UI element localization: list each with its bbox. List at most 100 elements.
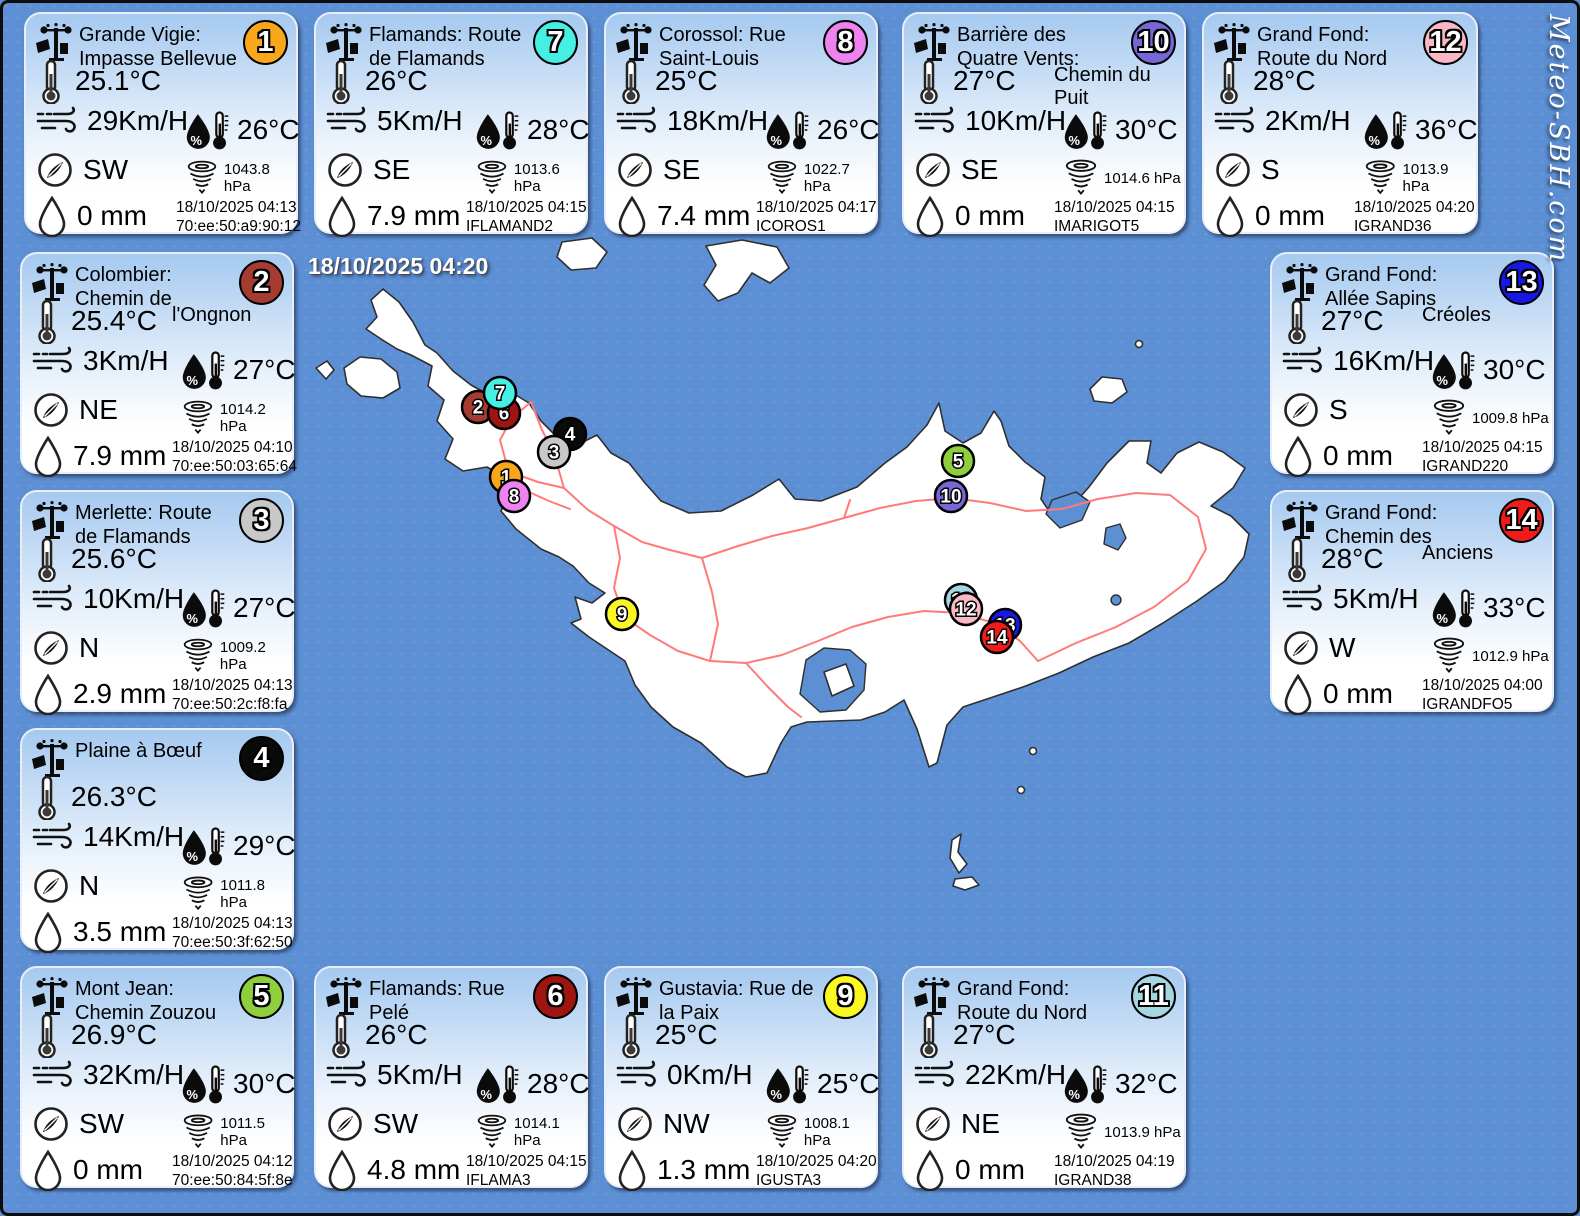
station-card[interactable]: Grand Fond: Chemin des Anciens 14 28°C 5… bbox=[1270, 490, 1554, 715]
weather-station-icon bbox=[1214, 23, 1250, 61]
wind-direction-value: SE bbox=[373, 154, 411, 185]
humidity-thermometer-icon: % bbox=[1064, 1065, 1107, 1104]
rain-drop-icon bbox=[38, 195, 66, 237]
svg-text:%: % bbox=[1068, 1087, 1080, 1102]
wind-direction-value: N bbox=[79, 632, 100, 663]
station-datetime: 18/10/2025 04:20 bbox=[756, 1153, 877, 1170]
station-card[interactable]: Merlette: Route de Flamands 3 25.6°C 10K… bbox=[20, 490, 296, 715]
wind-row: 16Km/H bbox=[1282, 345, 1434, 377]
thermometer-icon bbox=[332, 59, 350, 104]
station-card[interactable]: Plaine à Bœuf 4 26.3°C 14Km/H bbox=[20, 728, 296, 953]
temperature-row: 26.9°C bbox=[32, 1012, 157, 1058]
map-marker-14[interactable]: 14 bbox=[979, 619, 1015, 655]
rain-row: 0 mm bbox=[1282, 435, 1393, 477]
rain-drop-icon bbox=[34, 435, 62, 477]
station-card[interactable]: Colombier: Chemin de l'Ongnon 2 25.4°C 3… bbox=[20, 252, 297, 477]
map-marker-7[interactable]: 7 bbox=[482, 375, 518, 411]
pressure-vortex-icon bbox=[477, 1114, 507, 1148]
station-card[interactable]: Mont Jean: Chemin Zouzou 5 26.9°C 32Km/H bbox=[20, 966, 296, 1191]
station-title: Grande Vigie: Impasse Bellevue bbox=[79, 24, 237, 70]
station-title: Grand Fond: Allée Sapins bbox=[1325, 264, 1438, 310]
map-marker-9[interactable]: 9 bbox=[604, 596, 640, 632]
weather-station-icon bbox=[36, 23, 72, 61]
temperature-row: 25°C bbox=[616, 58, 718, 104]
wind-direction-value: W bbox=[1329, 632, 1356, 663]
station-datetime: 18/10/2025 04:17 bbox=[756, 199, 877, 216]
wind-icon bbox=[326, 1060, 366, 1087]
humidex-row: % 29°C bbox=[180, 823, 296, 869]
wind-row: 14Km/H bbox=[32, 821, 184, 853]
marker-circle bbox=[940, 443, 976, 479]
station-card[interactable]: Flamands: Rue Pelé 6 26°C 5Km/H bbox=[314, 966, 590, 1191]
pressure-row: 1011.8 hPa bbox=[182, 874, 292, 914]
humidex-value: 28°C bbox=[527, 1068, 590, 1099]
station-id: IFLAMA3 bbox=[466, 1172, 531, 1189]
wind-direction-row: NE bbox=[914, 1105, 1000, 1143]
temperature-value: 28°C bbox=[1253, 65, 1316, 96]
station-card[interactable]: Grand Fond: Route du Nord 12 28°C 2Km/H bbox=[1202, 12, 1478, 237]
station-number-badge: 5 bbox=[239, 974, 284, 1019]
pond bbox=[1110, 594, 1122, 606]
temperature-value: 27°C bbox=[953, 1019, 1016, 1050]
lagoon-islet bbox=[823, 663, 855, 697]
rain-drop-icon bbox=[1216, 195, 1244, 237]
pressure-value: 1008.1 hPa bbox=[803, 1115, 850, 1149]
station-card[interactable]: Grand Fond: Route du Nord 11 27°C 22Km/H bbox=[902, 966, 1186, 1191]
station-title: Flamands: Rue Pelé bbox=[369, 978, 505, 1024]
map-marker-5[interactable]: 5 bbox=[940, 443, 976, 479]
station-title-extra: Chemin du Puit bbox=[1054, 64, 1151, 109]
wind-icon bbox=[32, 1060, 72, 1087]
svg-text:%: % bbox=[186, 611, 198, 626]
rain-drop-icon bbox=[328, 1149, 356, 1191]
rain-row: 4.8 mm bbox=[326, 1149, 460, 1191]
pressure-row: 1008.1 hPa bbox=[766, 1112, 876, 1152]
humidity-thermometer-icon: % bbox=[182, 351, 225, 390]
station-card[interactable]: Grand Fond: Allée Sapins Créoles 13 27°C… bbox=[1270, 252, 1554, 477]
station-meta: 18/10/2025 04:15 IFLAMAND2 bbox=[466, 198, 587, 236]
pressure-row: 1012.9 hPa bbox=[1432, 636, 1549, 676]
site-watermark: Meteo-SBH.com bbox=[1543, 14, 1574, 264]
temperature-value: 26.9°C bbox=[71, 1019, 157, 1050]
station-title-extra: Anciens bbox=[1422, 542, 1494, 564]
station-datetime: 18/10/2025 04:15 bbox=[466, 199, 587, 216]
pressure-row: 1014.6 hPa bbox=[1064, 158, 1181, 198]
station-id: 70:ee:50:a9:90:12 bbox=[176, 218, 301, 235]
map-marker-8[interactable]: 8 bbox=[496, 478, 532, 514]
rain-drop-icon bbox=[34, 1149, 62, 1191]
weather-station-icon bbox=[32, 977, 68, 1015]
compass-icon bbox=[1284, 393, 1318, 427]
wind-speed-value: 3Km/H bbox=[83, 345, 169, 376]
station-number-badge: 8 bbox=[823, 20, 868, 65]
svg-text:%: % bbox=[186, 849, 198, 864]
humidex-row: % 30°C bbox=[180, 1061, 296, 1107]
temperature-value: 27°C bbox=[953, 65, 1016, 96]
station-card[interactable]: Gustavia: Rue de la Paix 9 25°C 0Km/H bbox=[604, 966, 880, 1191]
temperature-row: 26.3°C bbox=[32, 774, 157, 820]
wind-row: 5Km/H bbox=[326, 1059, 463, 1091]
wind-direction-row: S bbox=[1282, 391, 1348, 429]
rain-row: 0 mm bbox=[914, 1149, 1025, 1191]
map-marker-10[interactable]: 10 bbox=[933, 478, 969, 514]
lagoon bbox=[1045, 491, 1091, 529]
map-datetime: 18/10/2025 04:20 bbox=[308, 253, 489, 279]
map-marker-12[interactable]: 12 bbox=[948, 591, 984, 627]
station-card[interactable]: Grande Vigie: Impasse Bellevue 1 25.1°C … bbox=[24, 12, 301, 237]
wind-row: 18Km/H bbox=[616, 105, 768, 137]
wind-icon bbox=[36, 106, 76, 133]
station-meta: 18/10/2025 04:15 IMARIGOT5 bbox=[1054, 198, 1175, 236]
islet bbox=[343, 356, 401, 399]
station-card[interactable]: Corossol: Rue Saint-Louis 8 25°C 18Km/H bbox=[604, 12, 880, 237]
station-id: IGRAND36 bbox=[1354, 218, 1432, 235]
rain-drop-icon bbox=[618, 1149, 646, 1191]
wind-direction-row: SE bbox=[914, 151, 998, 189]
islet bbox=[556, 237, 608, 271]
marker-circle bbox=[948, 591, 984, 627]
wind-direction-value: NE bbox=[961, 1108, 1000, 1139]
pressure-row: 1022.7 hPa bbox=[766, 158, 876, 198]
station-card[interactable]: Barrière des Quatre Vents: Chemin du Pui… bbox=[902, 12, 1186, 237]
islet bbox=[1028, 746, 1038, 756]
pressure-value: 1011.8 hPa bbox=[220, 877, 266, 911]
map-marker-3[interactable]: 3 bbox=[536, 434, 572, 470]
station-card[interactable]: Flamands: Route de Flamands 7 26°C 5Km/H bbox=[314, 12, 590, 237]
station-meta: 18/10/2025 04:15 IGRAND220 bbox=[1422, 438, 1543, 476]
